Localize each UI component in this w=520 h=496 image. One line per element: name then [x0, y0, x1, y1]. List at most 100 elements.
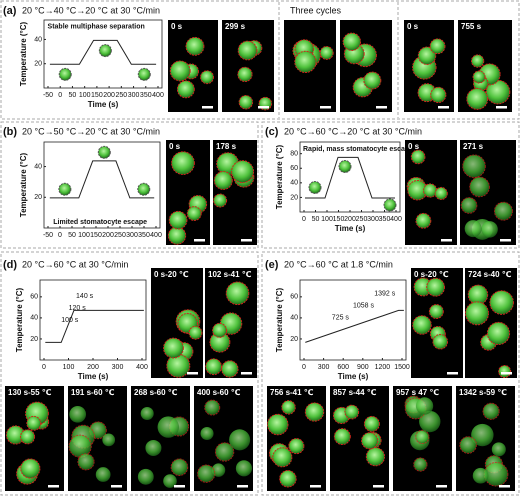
annotation: Limited stomatocyte escape — [53, 219, 147, 226]
droplet — [281, 400, 296, 415]
micrograph: 724 s-40 ℃ — [465, 268, 517, 379]
time-label: 724 s-40 ℃ — [468, 270, 512, 279]
cell-icon — [137, 182, 151, 196]
image-background — [267, 386, 326, 491]
y-tick-label: 60 — [290, 294, 298, 301]
x-tick-label: 600 — [337, 364, 349, 371]
x-tick-label: 300 — [126, 232, 138, 239]
x-tick-label: 100 — [78, 232, 90, 239]
x-tick-label: 400 — [150, 232, 162, 239]
droplet — [471, 423, 494, 447]
y-tick-label: 20 — [290, 194, 298, 201]
droplet — [434, 186, 448, 201]
y-tick-label: 40 — [290, 180, 298, 187]
droplet — [428, 304, 444, 319]
x-tick-label: 100 — [321, 216, 333, 223]
y-tick-label: 80 — [290, 151, 298, 158]
x-tick-label: 400 — [152, 92, 164, 99]
x-tick-label: 50 — [69, 92, 77, 99]
micrograph: 0 s — [166, 140, 210, 245]
micrograph: 957 s 47 ℃ — [393, 386, 452, 491]
droplet — [498, 365, 512, 379]
droplet — [237, 66, 253, 83]
droplet — [486, 321, 511, 346]
micrograph: 755 s — [458, 20, 512, 112]
droplet — [171, 151, 195, 176]
droplet — [167, 226, 187, 245]
cell-icon — [308, 181, 322, 194]
droplet — [237, 40, 258, 61]
droplet — [157, 416, 180, 438]
droplet — [214, 442, 235, 462]
panel-title: 20 °C→50 °C→20 °C at 30 °C/min — [22, 126, 160, 136]
droplet — [481, 221, 498, 238]
x-tick-label: 1500 — [394, 364, 410, 371]
annotation: 100 s — [61, 317, 79, 324]
droplet — [213, 193, 228, 208]
droplet — [489, 290, 514, 315]
panel-title: 20 °C→60 °C at 30 °C/min — [22, 259, 128, 269]
x-tick-label: 100 — [63, 364, 75, 371]
x-axis-label: Time (s) — [88, 100, 119, 109]
scale-bar — [187, 372, 198, 375]
y-axis-label: Temperature (°C) — [275, 144, 284, 209]
time-label: 299 s — [225, 22, 246, 31]
droplet — [459, 436, 477, 454]
droplet — [200, 70, 215, 85]
cycles-caption: Three cycles — [290, 5, 342, 15]
micrograph: 178 s — [213, 140, 257, 245]
micrograph: 1342 s-59 ℃ — [456, 386, 515, 491]
droplet — [169, 60, 191, 82]
droplet — [363, 415, 380, 432]
annotation: 120 s — [69, 305, 87, 312]
micrograph: 0 s — [404, 20, 454, 112]
scale-bar — [500, 239, 511, 242]
droplet — [363, 71, 382, 90]
droplet — [413, 457, 428, 472]
droplet — [140, 406, 154, 421]
time-label: 191 s-60 ℃ — [71, 388, 115, 397]
droplet — [415, 429, 430, 445]
x-tick-label: 300 — [367, 216, 379, 223]
time-label: 0 s — [169, 142, 181, 151]
time-label: 400 s-60 ℃ — [197, 388, 241, 397]
droplet — [212, 322, 228, 338]
micrograph: 0 s — [405, 140, 457, 245]
annotation: 140 s — [76, 293, 94, 300]
droplet — [221, 360, 239, 378]
x-tick-label: 250 — [356, 216, 368, 223]
droplet — [231, 160, 255, 184]
temperature-profile — [49, 160, 155, 199]
droplet — [415, 212, 432, 229]
droplet — [470, 54, 485, 68]
y-tick-label: 60 — [290, 165, 298, 172]
droplet — [469, 176, 490, 198]
time-label: 957 s 47 ℃ — [396, 388, 439, 397]
droplet — [176, 80, 195, 99]
droplet — [432, 333, 449, 350]
droplet — [482, 402, 500, 420]
y-axis-label: Temperature (°C) — [19, 152, 28, 217]
droplet — [163, 474, 177, 488]
droplet — [430, 86, 447, 104]
panel-frame — [0, 121, 259, 249]
droplet — [272, 447, 293, 468]
time-label: 0 s-20 ℃ — [414, 270, 449, 279]
droplet — [304, 402, 325, 422]
droplet — [229, 429, 251, 451]
micrograph: 756 s-41 ℃ — [267, 386, 326, 491]
micrograph: 130 s-55 ℃ — [5, 386, 64, 491]
annotation: Stable multiphase separation — [48, 24, 145, 31]
scale-bar — [496, 106, 507, 109]
droplet — [417, 46, 437, 65]
droplet — [197, 464, 216, 483]
x-tick-label: 1200 — [375, 364, 391, 371]
axes — [43, 19, 163, 89]
droplet — [211, 463, 226, 477]
scale-bar — [310, 485, 321, 488]
x-tick-label: 150 — [333, 216, 345, 223]
y-tick-label: 20 — [290, 336, 298, 343]
x-tick-label: 150 — [91, 92, 103, 99]
droplet — [235, 460, 253, 477]
droplet — [102, 433, 116, 447]
